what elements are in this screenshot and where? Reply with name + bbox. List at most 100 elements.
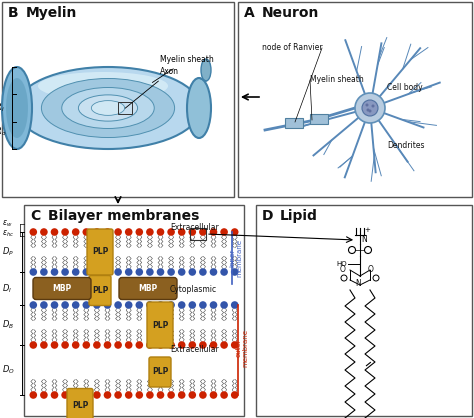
Circle shape	[178, 391, 185, 399]
Circle shape	[372, 104, 374, 107]
Circle shape	[199, 228, 207, 236]
Text: Myelin sheath: Myelin sheath	[310, 76, 364, 84]
Text: Myelin sheath: Myelin sheath	[152, 56, 214, 82]
Circle shape	[51, 301, 58, 309]
Circle shape	[231, 228, 238, 236]
Circle shape	[199, 341, 207, 349]
Text: Axon: Axon	[125, 67, 179, 108]
Bar	[285, 118, 303, 128]
Circle shape	[231, 268, 238, 276]
Circle shape	[114, 391, 122, 399]
Circle shape	[220, 268, 228, 276]
Text: Cytoplasmic: Cytoplasmic	[170, 285, 217, 295]
Circle shape	[220, 341, 228, 349]
Circle shape	[146, 228, 154, 236]
Circle shape	[104, 391, 111, 399]
Circle shape	[136, 391, 143, 399]
Circle shape	[125, 268, 133, 276]
Circle shape	[72, 301, 80, 309]
Circle shape	[125, 228, 133, 236]
Circle shape	[40, 268, 48, 276]
Circle shape	[189, 391, 196, 399]
Ellipse shape	[6, 78, 28, 138]
Circle shape	[157, 391, 164, 399]
Text: Cell body: Cell body	[387, 84, 423, 92]
Text: PLP: PLP	[152, 321, 168, 329]
FancyBboxPatch shape	[87, 229, 113, 275]
Circle shape	[365, 247, 372, 253]
Circle shape	[40, 391, 48, 399]
Circle shape	[366, 109, 370, 112]
Circle shape	[72, 341, 80, 349]
Text: PLP: PLP	[92, 286, 108, 295]
Circle shape	[82, 228, 90, 236]
Circle shape	[104, 268, 111, 276]
Circle shape	[146, 268, 154, 276]
Circle shape	[231, 341, 238, 349]
Circle shape	[114, 341, 122, 349]
Circle shape	[114, 268, 122, 276]
Circle shape	[40, 228, 48, 236]
Circle shape	[82, 341, 90, 349]
Circle shape	[368, 110, 372, 112]
Circle shape	[93, 391, 100, 399]
Text: Lipid: Lipid	[280, 209, 318, 223]
Circle shape	[72, 228, 80, 236]
Text: O: O	[340, 265, 346, 275]
Circle shape	[157, 301, 164, 309]
Circle shape	[189, 268, 196, 276]
Circle shape	[220, 301, 228, 309]
Circle shape	[93, 268, 100, 276]
Bar	[2, 2, 234, 197]
Circle shape	[51, 341, 58, 349]
Circle shape	[348, 247, 356, 253]
FancyBboxPatch shape	[89, 275, 111, 306]
Text: C: C	[30, 209, 40, 223]
Circle shape	[189, 301, 196, 309]
Circle shape	[341, 275, 347, 281]
Circle shape	[157, 268, 164, 276]
Circle shape	[61, 268, 69, 276]
Circle shape	[104, 301, 111, 309]
Text: PLP: PLP	[152, 367, 168, 377]
FancyBboxPatch shape	[67, 388, 93, 418]
Ellipse shape	[2, 67, 32, 149]
Bar	[24, 205, 244, 416]
FancyBboxPatch shape	[119, 278, 177, 300]
Circle shape	[178, 268, 185, 276]
Text: $\varepsilon_w$: $\varepsilon_w$	[2, 219, 12, 229]
Circle shape	[51, 268, 58, 276]
Circle shape	[146, 341, 154, 349]
Circle shape	[72, 391, 80, 399]
Text: O: O	[368, 265, 374, 275]
Bar	[310, 114, 328, 124]
Circle shape	[157, 341, 164, 349]
Circle shape	[136, 268, 143, 276]
Bar	[190, 228, 206, 240]
Circle shape	[210, 268, 217, 276]
Circle shape	[167, 391, 175, 399]
Circle shape	[29, 301, 37, 309]
Circle shape	[146, 391, 154, 399]
Circle shape	[104, 341, 111, 349]
Ellipse shape	[78, 95, 137, 121]
Text: Neuron: Neuron	[262, 6, 319, 20]
Text: N: N	[361, 234, 367, 244]
Circle shape	[189, 228, 196, 236]
Circle shape	[125, 341, 133, 349]
FancyBboxPatch shape	[149, 357, 171, 387]
Text: Extracellular: Extracellular	[170, 346, 219, 354]
Circle shape	[61, 228, 69, 236]
Text: HO: HO	[336, 261, 346, 267]
Circle shape	[178, 301, 185, 309]
Text: Bilayer membranes: Bilayer membranes	[48, 209, 200, 223]
Circle shape	[199, 391, 207, 399]
Text: node of Ranvier: node of Ranvier	[262, 43, 323, 53]
Circle shape	[220, 391, 228, 399]
Circle shape	[40, 341, 48, 349]
Text: $D_I$: $D_I$	[2, 282, 12, 295]
Ellipse shape	[38, 72, 168, 100]
Circle shape	[61, 341, 69, 349]
Circle shape	[210, 341, 217, 349]
FancyBboxPatch shape	[147, 302, 173, 348]
